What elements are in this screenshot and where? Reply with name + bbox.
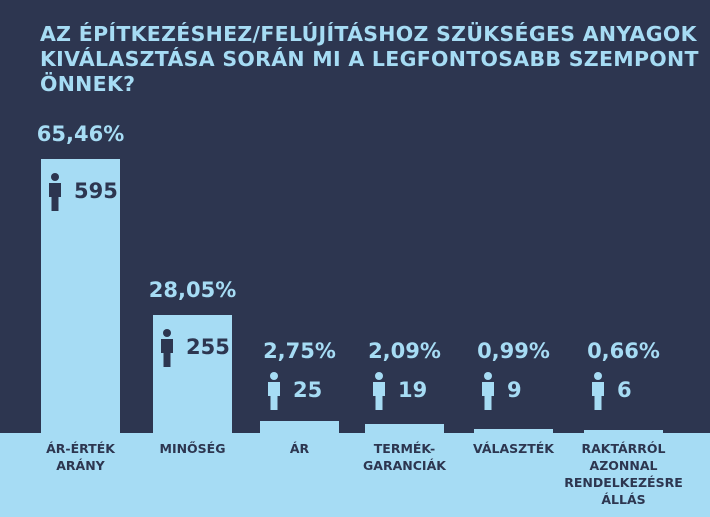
bar — [365, 424, 444, 435]
count-label: 25 — [293, 378, 323, 402]
category-label: MINŐSÉG — [123, 440, 263, 457]
count-label: 255 — [186, 335, 230, 360]
category-label-line: ARÁNY — [56, 458, 105, 473]
person-icon — [267, 372, 281, 410]
baseline-band — [0, 433, 710, 517]
category-label-line: RAKTÁRRÓL — [581, 441, 666, 456]
percent-label: 28,05% — [148, 278, 237, 303]
bar — [474, 428, 553, 435]
percent-label: 0,66% — [587, 339, 660, 363]
count-label: 595 — [74, 178, 118, 203]
category-label-line: ÁLLÁS — [601, 492, 646, 507]
bar — [584, 430, 663, 435]
category-label-line: MINŐSÉG — [159, 441, 226, 456]
category-label-line: RENDELKEZÉSRE — [564, 475, 683, 490]
category-label-line: AZONNAL — [589, 458, 658, 473]
count-label: 19 — [398, 378, 428, 402]
percent-label: 2,09% — [368, 339, 441, 363]
category-label: ÁR-ÉRTÉK ARÁNY — [11, 440, 151, 474]
person-icon — [591, 372, 605, 410]
bar — [260, 421, 339, 435]
category-label: TERMÉK- GARANCIÁK — [335, 440, 475, 474]
chart-title: AZ ÉPÍTKEZÉSHEZ/FELÚJÍTÁSHOZ SZÜKSÉGES A… — [40, 22, 699, 96]
category-label-line: TERMÉK- — [373, 441, 436, 456]
category-label: VÁLASZTÉK — [444, 440, 584, 457]
count-label: 9 — [507, 378, 522, 402]
category-label-line: GARANCIÁK — [363, 458, 446, 473]
category-label-line: ÁR — [289, 441, 310, 456]
category-label: ÁR — [230, 440, 370, 457]
category-label-line: ÁR-ÉRTÉK — [46, 441, 115, 456]
person-icon — [372, 372, 386, 410]
person-icon — [160, 329, 174, 368]
person-icon — [481, 372, 495, 410]
category-label-line: VÁLASZTÉK — [473, 441, 554, 456]
person-icon — [48, 172, 62, 211]
percent-label: 65,46% — [36, 121, 125, 146]
count-label: 6 — [617, 378, 632, 402]
percent-label: 2,75% — [263, 339, 336, 363]
percent-label: 0,99% — [477, 339, 550, 363]
category-label: RAKTÁRRÓL AZONNAL RENDELKEZÉSRE ÁLLÁS — [554, 440, 694, 508]
